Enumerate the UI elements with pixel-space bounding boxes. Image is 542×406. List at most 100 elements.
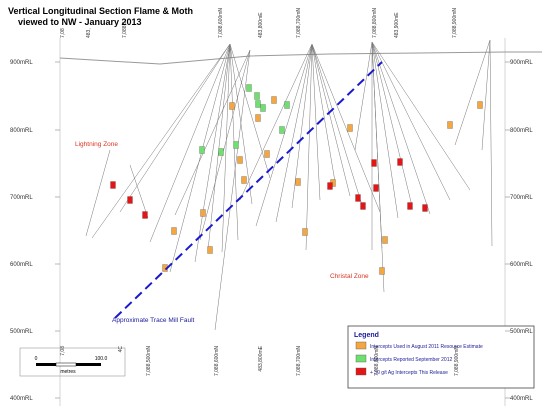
topography [59,51,542,65]
elevation-label: 900mRL [510,60,533,66]
legend-swatch [355,354,367,363]
legend-title: Legend [354,332,379,339]
intercept [207,246,213,254]
bottom-coordinate: 7,088,800mN [374,346,380,376]
drill-hole [214,49,251,331]
drill-hole [311,43,363,206]
intercept [355,194,361,202]
top-coordinate: 7,08 [60,28,66,38]
drill-hole [354,41,373,151]
scale-bar: 0 100.0 metres [19,347,126,377]
drill-hole [291,43,313,209]
bottom-coordinate: 7,08 [60,346,66,356]
intercept [373,184,379,192]
legend: Legend Intercepts Used in August 2011 Re… [347,325,535,389]
intercept [237,156,243,164]
intercept [142,211,148,219]
intercept [295,178,301,186]
drill-hole [311,43,336,183]
intercept [360,202,366,210]
intercept [255,114,261,122]
intercept [218,148,224,156]
intercept [371,159,377,167]
intercept [447,121,453,129]
drill-hole [169,43,231,273]
top-coordinate: 7,088,600mN [218,8,224,38]
intercept [241,176,247,184]
drill-hole [199,49,251,241]
intercept [279,126,285,134]
bottom-coordinate: 7,088,500mN [146,346,152,376]
intercept [407,202,413,210]
drill-hole [371,41,431,215]
drill-hole [371,41,399,219]
drill-hole [481,39,491,151]
elevation-label: 600mRL [510,262,533,268]
title: Vertical Longitudinal Section Flame & Mo… [8,6,193,16]
drill-hole [239,43,313,201]
elevation-label: 500mRL [510,329,533,335]
intercept [264,150,270,158]
intercept [379,267,385,275]
drill-hole [371,41,451,201]
bottom-coordinate: 483,800mE [258,345,264,371]
top-coordinate: 7,088,5 [122,21,128,38]
intercept [127,196,133,204]
drill-hole [311,43,321,201]
scale-seg [55,362,77,367]
scale-seg [36,363,56,366]
drill-hole [311,43,381,213]
drill-hole [207,43,231,251]
drill-hole [91,43,231,239]
bottom-coordinate: 7,088,700mN [296,346,302,376]
scale-seg [76,363,101,366]
intercept [347,124,353,132]
intercept [200,209,206,217]
elevation-label: 900mRL [10,60,33,66]
intercept [302,228,308,236]
intercept [397,158,403,166]
intercept [327,182,333,190]
bottom-coordinate: 7,088,600mN [214,346,220,376]
legend-item: Intercepts Reported September 2012 [370,357,452,363]
scale-unit: metres [60,369,76,375]
intercept [477,101,483,109]
elevation-label: 500mRL [10,329,33,335]
drill-hole [129,164,149,219]
legend-item: + 30 g/t Ag Intercepts This Release [370,370,448,376]
drill-hole [229,43,271,179]
legend-swatch [355,341,367,350]
drill-hole [454,39,491,146]
intercept [233,141,239,149]
scale-box [19,347,126,377]
drill-hole [371,41,471,191]
top-coordinate: 7,088,700mN [296,8,302,38]
intercept [246,84,252,92]
drill-hole [149,43,231,243]
elevation-label: 700mRL [510,195,533,201]
drill-holes [85,39,493,331]
elevation-label: 600mRL [10,262,33,268]
fault-trace [114,61,383,319]
intercept [422,204,428,212]
drill-hole [85,149,111,237]
elevation-label: 800mRL [10,128,33,134]
legend-box [347,325,535,389]
drill-hole [489,39,493,247]
drill-hole [174,49,251,216]
drill-hole [371,41,413,207]
drill-hole [311,43,351,197]
fault-label: Approximate Trace Mill Fault [112,317,195,324]
intercept [229,102,235,110]
elevation-label: 400mRL [10,396,33,402]
top-coordinate: 7,088,900mN [452,8,458,38]
intercept [260,104,266,112]
legend-item: Intercepts Used in August 2011 Resource … [370,344,483,350]
zone-label: Christal Zone [330,273,369,280]
top-coordinate: 483, [86,28,92,38]
drill-hole [221,43,231,253]
drill-hole [255,43,313,227]
drill-hole [275,43,313,223]
intercept [110,181,116,189]
